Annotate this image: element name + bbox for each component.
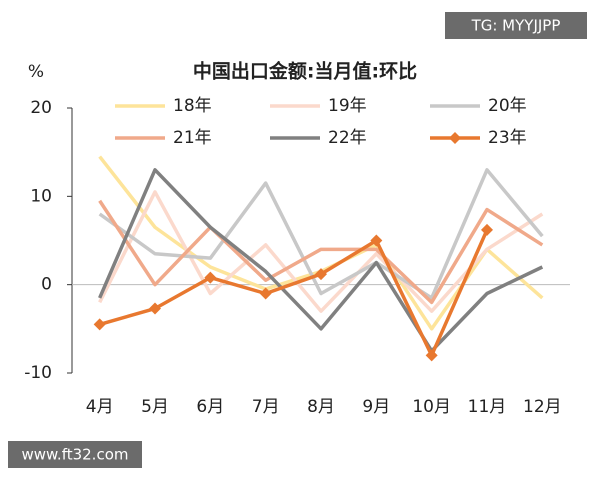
y-tick-label: 20 bbox=[30, 98, 52, 118]
x-tick-label: 5月 bbox=[141, 397, 169, 417]
point-marker bbox=[93, 318, 106, 331]
watermark-box bbox=[8, 441, 142, 468]
point-marker bbox=[370, 234, 383, 247]
legend-marker bbox=[449, 132, 461, 144]
x-tick-label: 11月 bbox=[468, 397, 507, 417]
x-tick-label: 10月 bbox=[412, 397, 451, 417]
legend-label: 19年 bbox=[328, 96, 367, 116]
point-marker bbox=[259, 287, 272, 300]
point-marker bbox=[481, 223, 493, 236]
x-tick-label: 8月 bbox=[307, 397, 335, 417]
x-tick-label: 9月 bbox=[362, 397, 390, 417]
legend-label: 22年 bbox=[328, 128, 367, 148]
series-line bbox=[98, 168, 544, 300]
legend-label: 21年 bbox=[173, 128, 212, 148]
series-line bbox=[99, 229, 489, 358]
point-marker bbox=[204, 271, 217, 284]
legend-label: 18年 bbox=[173, 96, 212, 116]
y-unit: % bbox=[28, 62, 44, 82]
watermark: www.ft32.com bbox=[22, 446, 129, 464]
y-tick-label: 10 bbox=[30, 186, 52, 206]
point-marker bbox=[315, 268, 327, 281]
x-tick-label: 7月 bbox=[252, 397, 280, 417]
x-tick-label: 4月 bbox=[86, 397, 114, 417]
legend-label: 23年 bbox=[488, 128, 527, 148]
point-marker bbox=[425, 349, 438, 362]
x-tick-label: 12月 bbox=[523, 397, 562, 417]
chart-title: 中国出口金额:当月值:环比 bbox=[193, 60, 417, 83]
watermark-box bbox=[445, 12, 587, 39]
y-tick-label: 0 bbox=[41, 275, 52, 295]
point-marker bbox=[149, 302, 161, 315]
x-tick-label: 6月 bbox=[196, 397, 224, 417]
series-line bbox=[98, 168, 544, 353]
y-tick-label: -10 bbox=[24, 363, 52, 383]
series-line bbox=[98, 199, 544, 305]
watermark: TG: MYYJJPP bbox=[471, 17, 561, 35]
legend-label: 20年 bbox=[488, 96, 527, 116]
